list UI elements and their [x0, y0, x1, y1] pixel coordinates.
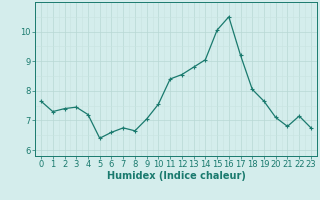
- X-axis label: Humidex (Indice chaleur): Humidex (Indice chaleur): [107, 171, 245, 181]
